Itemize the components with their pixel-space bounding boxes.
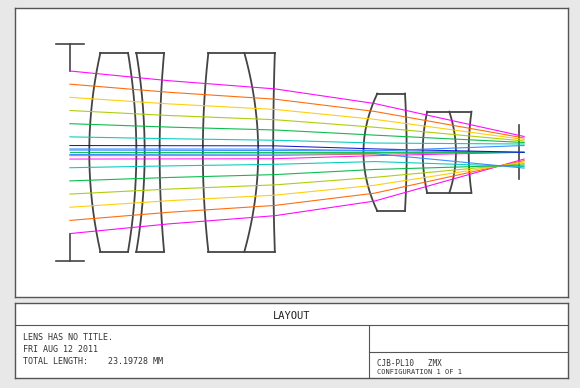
- Text: LAYOUT: LAYOUT: [273, 310, 310, 320]
- Text: TOTAL LENGTH:    23.19728 MM: TOTAL LENGTH: 23.19728 MM: [23, 357, 163, 366]
- Text: CONFIGURATION 1 OF 1: CONFIGURATION 1 OF 1: [378, 369, 462, 375]
- Text: CJB-PL10   ZMX: CJB-PL10 ZMX: [378, 359, 442, 368]
- Text: FRI AUG 12 2011: FRI AUG 12 2011: [23, 345, 98, 354]
- Text: LENS HAS NO TITLE.: LENS HAS NO TITLE.: [23, 333, 113, 342]
